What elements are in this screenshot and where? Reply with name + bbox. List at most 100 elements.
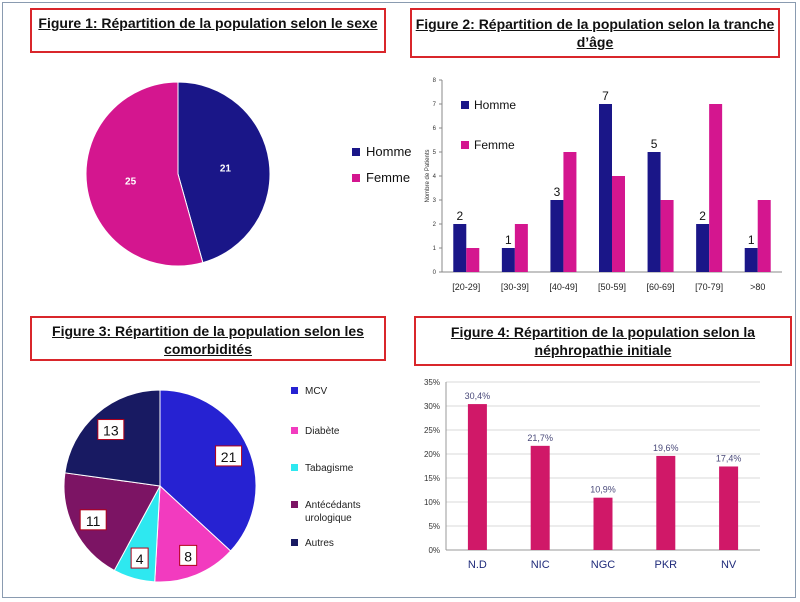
- legend-label-line2: urologique: [305, 513, 352, 524]
- bar-data-label: 19,6%: [653, 443, 679, 453]
- y-tick-label: 10%: [424, 498, 440, 507]
- y-tick-label: 35%: [424, 378, 440, 387]
- y-tick-label: 7: [433, 102, 437, 108]
- y-axis-label: Nombre de Patients: [425, 149, 431, 202]
- slice-value-label: 8: [184, 548, 192, 564]
- legend-label: Diabète: [305, 426, 340, 437]
- y-tick-label: 2: [433, 222, 437, 228]
- legend-swatch-femme: [352, 174, 360, 182]
- pie-slice-femme: [85, 81, 204, 267]
- figure1-title-text: Figure 1: Répartition de la population s…: [38, 15, 378, 31]
- bar: [656, 455, 676, 550]
- legend-label-femme: Femme: [366, 170, 410, 185]
- x-tick-label: [40-49]: [549, 282, 577, 292]
- legend-swatch: [291, 464, 298, 471]
- slice-value-label: 4: [136, 551, 144, 567]
- y-tick-label: 8: [433, 78, 437, 84]
- x-tick-label: [50-59]: [598, 282, 626, 292]
- bar-homme: [550, 200, 564, 272]
- slice-value-label: 25: [125, 177, 137, 188]
- bar: [467, 404, 487, 550]
- x-tick-label: N.D: [468, 559, 487, 571]
- bar-data-label: 7: [602, 89, 609, 103]
- bar-homme: [744, 248, 758, 272]
- legend-label: Autres: [305, 538, 334, 549]
- figure1-pie-chart: 21 25 Homme Femme: [85, 81, 412, 267]
- bar-femme: [514, 224, 528, 272]
- slice-value-label: 21: [220, 163, 232, 174]
- slice-label-box: [97, 419, 125, 441]
- y-tick-label: 0: [433, 270, 437, 276]
- bar-data-label: 30,4%: [465, 391, 491, 401]
- x-tick-label: [70-79]: [695, 282, 723, 292]
- legend-label: Tabagisme: [305, 463, 354, 474]
- pie-slice-4: [63, 472, 161, 572]
- y-tick-label: 20%: [424, 450, 440, 459]
- legend-swatch: [291, 539, 298, 546]
- bar-femme: [466, 248, 480, 272]
- figure2-title: Figure 2: Répartition de la population s…: [410, 8, 780, 58]
- legend-swatch-femme: [461, 141, 469, 149]
- legend-label: Antécédants: [305, 500, 361, 511]
- bar-femme: [563, 152, 577, 272]
- legend-swatch: [291, 427, 298, 434]
- y-tick-label: 3: [433, 198, 437, 204]
- bar: [530, 445, 550, 550]
- bar-femme: [757, 200, 771, 272]
- slice-label-box: [179, 544, 198, 566]
- bar-data-label: 21,7%: [527, 433, 553, 443]
- y-tick-label: 25%: [424, 426, 440, 435]
- bar-data-label: 10,9%: [590, 485, 616, 495]
- figure4-title: Figure 4: Répartition de la population s…: [414, 316, 792, 366]
- x-tick-label: [20-29]: [452, 282, 480, 292]
- bar-homme: [647, 152, 661, 272]
- y-tick-label: 4: [433, 174, 437, 180]
- x-tick-label: >80: [750, 282, 765, 292]
- pie-slice-2: [154, 484, 232, 583]
- pie-slice-1: [159, 389, 257, 552]
- figure1-title: Figure 1: Répartition de la population s…: [30, 8, 386, 53]
- x-tick-label: NGC: [591, 559, 616, 571]
- bar-femme: [709, 104, 723, 272]
- legend-label: MCV: [305, 386, 328, 397]
- legend-label-homme: Homme: [474, 98, 516, 112]
- bar: [593, 497, 613, 550]
- x-tick-label: [60-69]: [647, 282, 675, 292]
- y-tick-label: 30%: [424, 402, 440, 411]
- bar-data-label: 2: [456, 209, 463, 223]
- y-tick-label: 1: [433, 246, 437, 252]
- y-tick-label: 5: [433, 150, 437, 156]
- figure2-bar-chart: 0 1 2 3 4 5 6 7 8 Nombre de Patients 2 [20-29] 1 [30-…: [425, 78, 782, 292]
- bar-femme: [660, 200, 674, 272]
- figure4-bar-chart: 0% 5% 10% 15% 20% 25% 30% 35% 30,4% N.D 21,7% NIC 10…: [424, 378, 760, 571]
- y-tick-label: 0%: [428, 546, 440, 555]
- bar-homme: [501, 248, 515, 272]
- x-tick-label: NIC: [531, 559, 550, 571]
- slice-label-box: [215, 445, 243, 467]
- figure3-pie-chart: 21 8 4 11 13 MCV Diabète Tabagisme Antécédants ur…: [63, 386, 361, 583]
- legend-swatch-homme: [461, 101, 469, 109]
- bar-data-label: 1: [748, 233, 755, 247]
- y-tick-label: 5%: [428, 522, 440, 531]
- legend-swatch-homme: [352, 148, 360, 156]
- figure3-title-text: Figure 3: Répartition de la population s…: [52, 323, 364, 357]
- bar: [719, 466, 739, 550]
- y-tick-label: 6: [433, 126, 437, 132]
- bar-homme: [696, 224, 710, 272]
- bar-femme: [612, 176, 625, 272]
- bar-data-label: 3: [554, 185, 561, 199]
- bar-homme: [453, 224, 467, 272]
- slice-label-box: [79, 509, 107, 531]
- x-tick-label: [30-39]: [501, 282, 529, 292]
- figure3-title: Figure 3: Répartition de la population s…: [30, 316, 386, 361]
- legend-swatch: [291, 387, 298, 394]
- figure2-title-text: Figure 2: Répartition de la population s…: [415, 16, 775, 50]
- y-tick-label: 15%: [424, 474, 440, 483]
- legend-label-homme: Homme: [366, 144, 412, 159]
- pie-slice-homme: [177, 81, 271, 264]
- bar-data-label: 5: [651, 137, 658, 151]
- figure4-title-text: Figure 4: Répartition de la population s…: [450, 324, 756, 358]
- bar-data-label: 2: [699, 209, 706, 223]
- legend-swatch: [291, 501, 298, 508]
